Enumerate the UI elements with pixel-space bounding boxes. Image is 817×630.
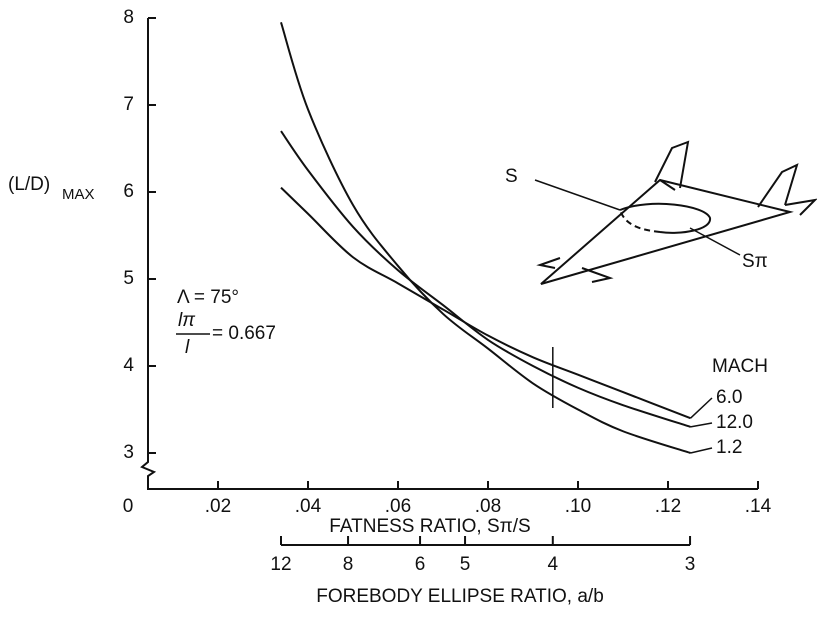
annotation: Λ = 75° [177, 287, 239, 308]
x-tick-label: .14 [745, 496, 772, 517]
y-axis-label-sub: MAX [62, 186, 95, 203]
annotation: = 0.667 [212, 323, 276, 344]
x-axis-label: FATNESS RATIO, Sπ/S [329, 516, 530, 537]
elevon [784, 198, 817, 216]
annotation: lπ [178, 310, 196, 331]
diagram-label: Sπ [742, 251, 768, 272]
y-tick-label: 5 [123, 268, 134, 289]
x-tick-label: .10 [565, 496, 591, 517]
fin [654, 140, 690, 189]
y-axis [140, 18, 758, 490]
legend-label: 12.0 [716, 412, 753, 433]
y-tick-label: 4 [123, 355, 134, 376]
y-tick-label: 8 [123, 7, 134, 28]
x-tick-label: .08 [475, 496, 501, 517]
canard [536, 257, 561, 269]
ellipse-section [619, 202, 711, 234]
canard [581, 267, 614, 283]
legend-label: 6.0 [716, 387, 742, 408]
leader-line [534, 179, 621, 211]
x2-tick-label: 5 [460, 554, 471, 575]
legend-leader [690, 422, 713, 428]
series-line [280, 22, 691, 454]
series-line [280, 130, 691, 428]
aircraft-diagram: S Sπ [505, 140, 817, 285]
x-tick-label: .12 [655, 496, 681, 517]
x2-tick-label: 8 [343, 554, 354, 575]
diagram-label: S [505, 166, 518, 187]
x2-tick-label: 4 [548, 554, 559, 575]
y-axis-label: (L/D) [8, 174, 50, 195]
y-tick-label: 7 [123, 94, 134, 115]
body-line [659, 179, 676, 191]
x-tick-label: .06 [385, 496, 411, 517]
leader-line [689, 227, 741, 256]
x2-tick-label: 12 [270, 554, 291, 575]
fin [757, 163, 799, 208]
x-tick-label: 0 [123, 496, 134, 517]
annotation: l [185, 337, 190, 358]
legend-leader [690, 447, 713, 454]
legend-label: 1.2 [716, 437, 742, 458]
y-tick-label: 6 [123, 181, 134, 202]
y-tick-label: 3 [123, 442, 134, 463]
x2-tick-label: 6 [415, 554, 426, 575]
ellipse-section-hidden [619, 209, 661, 233]
x2-axis-label: FOREBODY ELLIPSE RATIO, a/b [316, 586, 604, 607]
x2-tick-label: 3 [685, 554, 696, 575]
wing [540, 178, 794, 285]
legend-title: MACH [712, 356, 768, 377]
legend-leader [689, 397, 713, 419]
x-tick-label: .04 [295, 496, 322, 517]
x-tick-label: .02 [205, 496, 231, 517]
